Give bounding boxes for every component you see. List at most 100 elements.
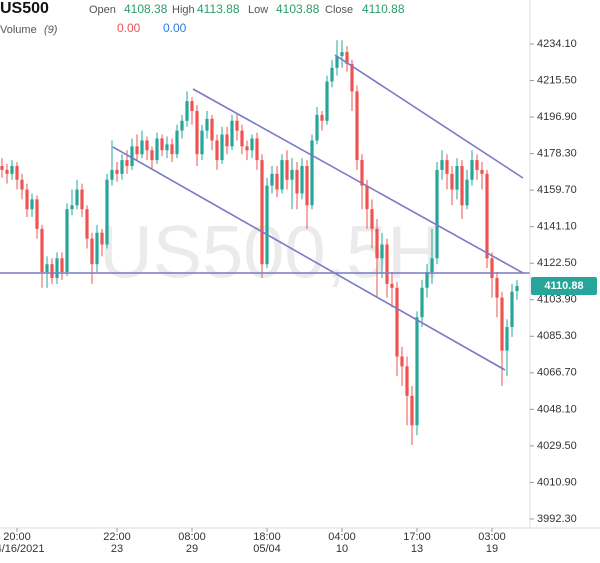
candle-body [315,114,319,141]
open-value: 4108.38 [124,2,168,16]
candle-body [215,140,219,161]
candle-body [480,169,484,174]
low-value: 4103.88 [276,2,320,16]
candle-body [345,52,349,64]
candle-body [5,169,9,174]
y-tick-label: 4103.90 [537,294,577,306]
trend-line [112,146,506,371]
candle-body [170,144,174,155]
symbol: US500 [0,0,49,17]
y-tick-label: 4048.10 [537,403,577,415]
candle-body [25,189,29,210]
candle-body [125,160,129,166]
candle-body [245,146,249,151]
candle-body [290,169,294,180]
candle-body [265,185,269,265]
x-date-label: 23 [111,543,123,555]
x-tick-label: 22:00 [103,531,131,543]
candle-body [420,287,424,318]
candle-body [355,91,359,161]
candle-body [120,160,124,174]
close-value: 4110.88 [362,2,405,16]
candle-body [140,140,144,155]
candle-body [300,165,304,194]
candle-body [205,118,209,131]
x-date-label: 13 [411,543,423,555]
candle-body [275,173,279,190]
y-tick-label: 4215.50 [537,74,577,86]
candle-body [320,114,324,121]
high-label: High [172,4,195,16]
candle-body [130,146,134,166]
candle-body [410,395,414,426]
candle-body [490,258,494,278]
candle-body [0,165,4,170]
candle-body [255,138,259,161]
candle-body [375,228,379,259]
candle-body [370,209,374,229]
trend-line [334,54,524,179]
candle-body [160,138,164,151]
candle-body [200,130,204,155]
candle-body [35,199,39,229]
candle-body [475,160,479,170]
candle-body [380,244,384,259]
candle-body [280,160,284,190]
candle-body [10,165,14,174]
y-tick-label: 4066.70 [537,367,577,379]
x-date-label: 04/16/2021 [0,543,45,555]
candle-body [305,165,309,206]
candle-body [390,283,394,288]
candle-body [65,209,69,273]
candle-body [310,140,314,206]
candle-body [155,138,159,161]
candle-body [340,52,344,56]
candle-body [220,134,224,161]
candle-body [415,317,419,426]
candle-body [165,144,169,151]
x-tick-label: 08:00 [178,531,206,543]
candle-body [505,327,509,351]
candle-body [440,160,444,170]
candle-body [150,150,154,161]
trend-line [192,88,524,274]
candle-body [210,118,214,141]
candle-body [235,120,239,131]
x-date-label: 05/04 [253,543,281,555]
candle-body [365,185,369,210]
candle-body [45,264,49,273]
volume-period: (9) [44,24,58,36]
candle-body [330,67,334,82]
candle-body [495,277,499,298]
candle-body [485,173,489,259]
candle-body [30,199,34,210]
candle-body [295,169,299,194]
candle-body [75,189,79,206]
candle-body [80,189,84,210]
candle-body [400,356,404,367]
y-tick-label: 4085.30 [537,330,577,342]
candle-body [465,179,469,206]
x-tick-label: 03:00 [478,531,506,543]
candle-body [175,130,179,155]
candle-body [450,173,454,190]
candle-body [15,165,19,180]
candle-body [95,232,99,265]
close-label: Close [325,4,353,16]
candle-body [85,209,89,239]
candle-body [115,169,119,174]
candle-body [270,173,274,186]
candle-body [50,264,54,278]
candle-body [360,160,364,186]
x-date-label: 19 [486,543,498,555]
y-tick-label: 4159.70 [537,184,577,196]
candle-body [190,101,194,111]
x-tick-label: 20:00 [3,531,31,543]
candle-body [100,232,104,245]
candle-body [20,179,24,190]
candle-body [510,291,514,328]
candle-body [70,205,74,210]
candle-body [105,179,109,245]
